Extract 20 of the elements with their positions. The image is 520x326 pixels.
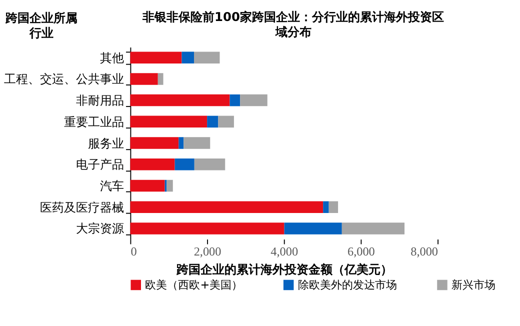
legend-label: 除欧美外的发达市场 [298, 278, 397, 292]
y-tick-label: 医药及医疗器械 [40, 200, 124, 214]
y-tick-label: 非耐用品 [76, 94, 124, 108]
x-tick-label: 6,000 [347, 244, 375, 258]
chart-title: 非银非保险前100家跨国企业：分行业的累计海外投资区域分布 [142, 10, 444, 39]
x-axis-title: 跨国企业的累计海外投资金额（亿美元） [175, 262, 392, 276]
y-tick-label: 其他 [100, 50, 124, 65]
y-tick-label: 重要工业品 [64, 114, 124, 129]
x-tick-label: 8,000 [410, 244, 438, 258]
y-tick-label: 服务业 [88, 136, 124, 150]
y-tick-label: 汽车 [100, 178, 124, 193]
x-tick-label: 4,000 [270, 244, 298, 258]
x-tick-label: 2,000 [194, 244, 222, 258]
y-tick-label: 大宗资源 [76, 222, 124, 236]
y-tick-label: 电子产品 [76, 158, 124, 172]
legend-label: 新兴市场 [452, 278, 496, 292]
legend-label: 欧美（西欧+美国） [145, 278, 243, 292]
y-tick-label: 工程、交运、公共事业 [4, 72, 124, 86]
x-tick-label: 0 [130, 244, 137, 258]
y-axis-title: 跨国企业所属行业 [4, 11, 78, 40]
